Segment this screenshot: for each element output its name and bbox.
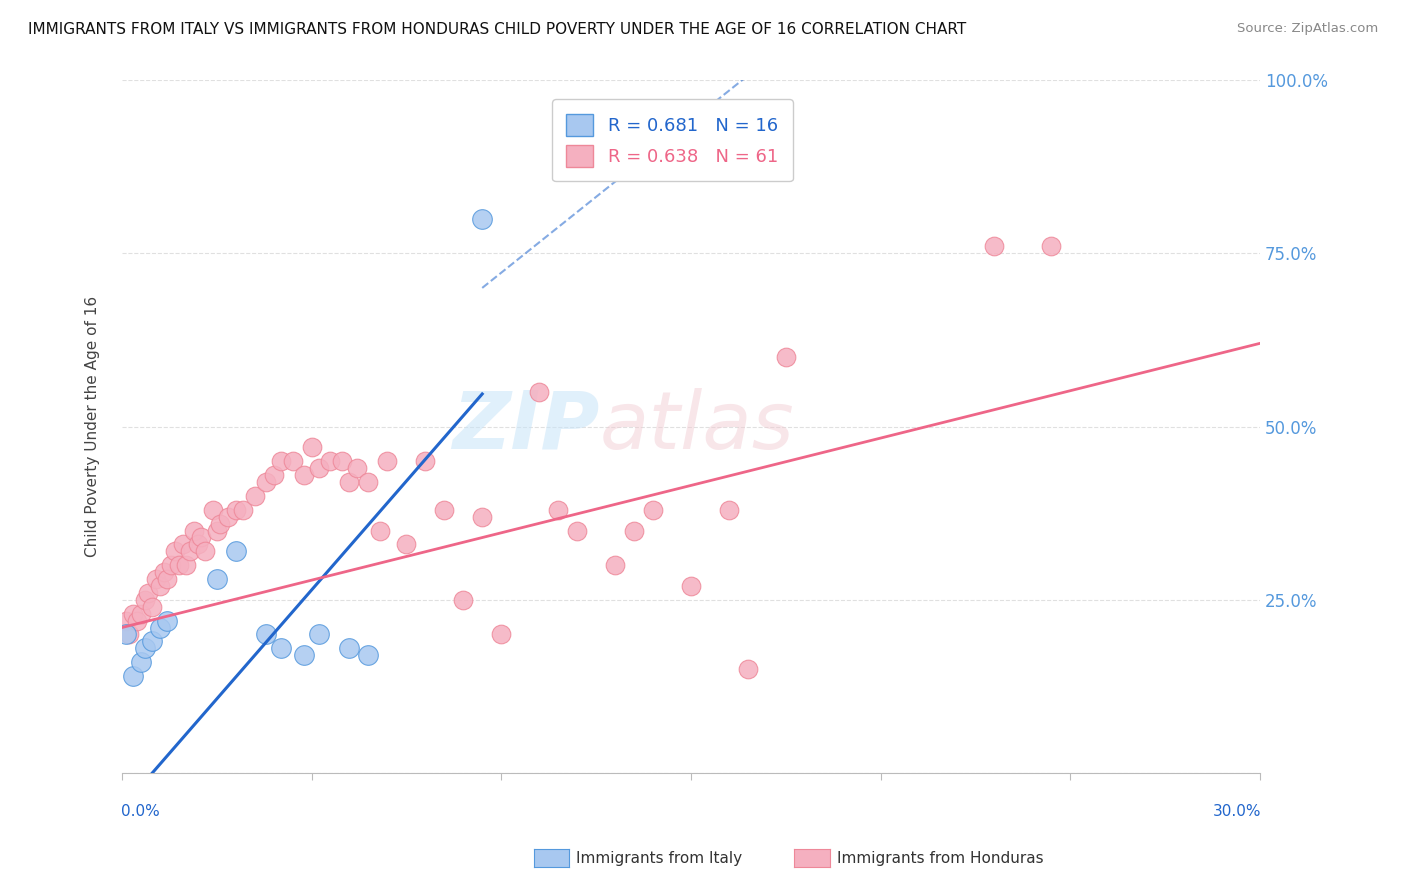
Point (152, 565, 174, 579)
Point (281, 454, 304, 468)
Point (641, 502, 664, 516)
Point (156, 614, 179, 628)
Point (160, 558, 183, 573)
Point (377, 454, 399, 468)
Point (527, 384, 550, 399)
Text: 30.0%: 30.0% (1212, 805, 1261, 820)
Point (232, 502, 254, 516)
Point (122, 607, 145, 621)
Point (243, 489, 266, 503)
Point (433, 502, 456, 516)
Point (149, 579, 172, 593)
Point (471, 509, 494, 524)
Point (775, 350, 797, 364)
Text: ZIP: ZIP (453, 387, 600, 466)
Point (330, 454, 353, 468)
Text: Source: ZipAtlas.com: Source: ZipAtlas.com (1237, 22, 1378, 36)
Point (134, 592, 156, 607)
Point (679, 579, 702, 593)
Point (451, 592, 474, 607)
Point (1040, 239, 1063, 253)
Point (225, 544, 247, 558)
Point (737, 662, 759, 676)
Point (301, 441, 323, 455)
Point (172, 537, 194, 551)
Point (357, 475, 380, 489)
Point (270, 641, 292, 656)
Point (254, 627, 277, 641)
Point (179, 544, 201, 558)
Point (292, 648, 315, 663)
Point (156, 572, 179, 586)
Point (190, 531, 212, 545)
Point (183, 524, 205, 538)
Point (176, 558, 198, 573)
Point (122, 669, 145, 683)
Point (292, 468, 315, 483)
Legend: R = 0.681   N = 16, R = 0.638   N = 61: R = 0.681 N = 16, R = 0.638 N = 61 (553, 99, 793, 181)
Point (308, 627, 330, 641)
Point (308, 461, 330, 475)
Text: atlas: atlas (600, 387, 794, 466)
Point (194, 544, 217, 558)
Point (129, 655, 152, 669)
Point (141, 634, 163, 648)
Point (547, 502, 569, 516)
Point (565, 524, 588, 538)
Point (357, 648, 380, 663)
Point (114, 614, 136, 628)
Text: IMMIGRANTS FROM ITALY VS IMMIGRANTS FROM HONDURAS CHILD POVERTY UNDER THE AGE OF: IMMIGRANTS FROM ITALY VS IMMIGRANTS FROM… (28, 22, 966, 37)
Point (167, 558, 190, 573)
Point (339, 641, 361, 656)
Point (125, 614, 148, 628)
Point (395, 537, 418, 551)
Point (471, 211, 494, 226)
Point (205, 572, 228, 586)
Point (623, 524, 645, 538)
Point (129, 607, 152, 621)
Point (413, 454, 436, 468)
Point (983, 239, 1005, 253)
Point (134, 641, 156, 656)
Point (717, 502, 740, 516)
Point (138, 586, 160, 600)
Point (603, 558, 626, 573)
Point (141, 599, 163, 614)
Point (489, 627, 512, 641)
Point (346, 461, 368, 475)
Point (254, 475, 277, 489)
Point (368, 524, 391, 538)
Point (187, 537, 209, 551)
Point (149, 621, 172, 635)
Point (205, 524, 228, 538)
Y-axis label: Child Poverty Under the Age of 16: Child Poverty Under the Age of 16 (86, 296, 100, 558)
Point (263, 468, 285, 483)
Point (118, 627, 141, 641)
Point (225, 502, 247, 516)
Point (209, 516, 232, 531)
Point (145, 572, 167, 586)
Text: 0.0%: 0.0% (121, 805, 159, 820)
Text: Immigrants from Honduras: Immigrants from Honduras (837, 851, 1043, 865)
Text: Immigrants from Italy: Immigrants from Italy (576, 851, 742, 865)
Point (217, 509, 239, 524)
Point (339, 475, 361, 489)
Point (319, 454, 342, 468)
Point (114, 627, 136, 641)
Point (163, 544, 186, 558)
Point (201, 502, 224, 516)
Point (270, 454, 292, 468)
